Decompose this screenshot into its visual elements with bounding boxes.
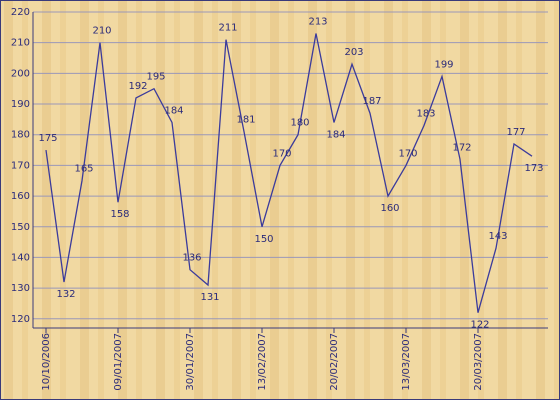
y-tick-label: 180 [11, 130, 30, 141]
value-label: 203 [344, 47, 363, 58]
x-tick-label: 13/03/2007 [401, 333, 412, 391]
value-label: 131 [200, 292, 219, 303]
x-tick-label: 20/03/2007 [473, 333, 484, 391]
y-tick-label: 170 [11, 160, 30, 171]
value-label: 175 [38, 133, 57, 144]
x-tick-label: 13/02/2007 [257, 333, 268, 391]
value-label: 187 [362, 96, 381, 107]
y-tick-label: 130 [11, 283, 30, 294]
value-label: 136 [182, 253, 201, 264]
value-label: 184 [326, 129, 345, 140]
x-tick-label: 10/10/2006 [41, 333, 52, 391]
value-label: 172 [452, 142, 471, 153]
value-label: 165 [74, 164, 93, 175]
value-label: 160 [380, 203, 399, 214]
value-label: 180 [290, 118, 309, 129]
value-label: 122 [470, 320, 489, 331]
y-tick-label: 140 [11, 252, 30, 263]
y-tick-label: 190 [11, 99, 30, 110]
x-tick-label: 09/01/2007 [113, 333, 124, 391]
y-tick-label: 200 [11, 68, 30, 79]
value-label: 177 [506, 127, 525, 138]
value-label: 195 [146, 72, 165, 83]
y-tick-label: 220 [11, 7, 30, 18]
value-label: 181 [236, 115, 255, 126]
value-label: 132 [56, 289, 75, 300]
y-tick-label: 210 [11, 38, 30, 49]
value-label: 150 [254, 234, 273, 245]
x-tick-label: 30/01/2007 [185, 333, 196, 391]
value-label: 143 [488, 231, 507, 242]
value-label: 184 [164, 105, 183, 116]
value-label: 173 [524, 163, 543, 174]
value-label: 170 [272, 148, 291, 159]
value-label: 213 [308, 16, 327, 27]
line [45, 33, 533, 313]
value-label: 199 [434, 59, 453, 70]
value-label: 183 [416, 109, 435, 120]
y-tick-label: 120 [11, 314, 30, 325]
value-label: 170 [398, 148, 417, 159]
value-label: 192 [128, 81, 147, 92]
value-label: 211 [218, 23, 237, 34]
y-tick-label: 150 [11, 222, 30, 233]
value-label: 210 [92, 26, 111, 37]
value-label: 158 [110, 209, 129, 220]
x-tick-label: 20/02/2007 [329, 333, 340, 391]
y-tick-label: 160 [11, 191, 30, 202]
